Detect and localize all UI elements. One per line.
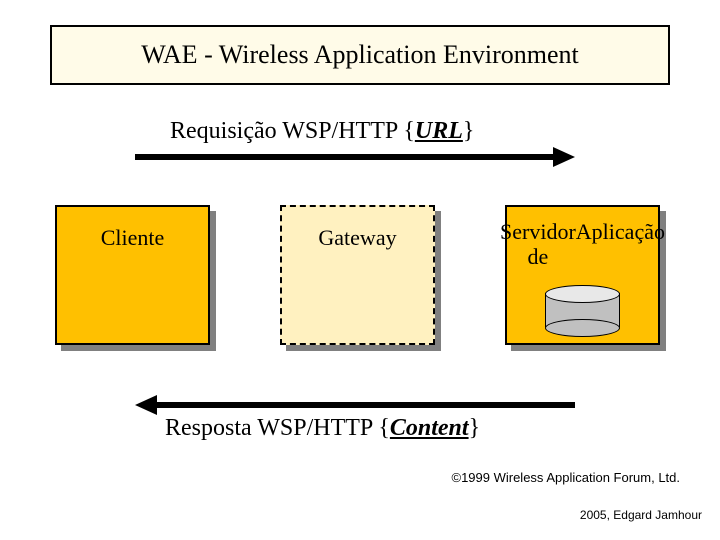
title-box: WAE - Wireless Application Environment <box>50 25 670 85</box>
request-prefix: Requisição WSP/HTTP { <box>170 118 415 144</box>
arrow-shaft <box>155 402 575 408</box>
client-node: Cliente <box>55 205 210 345</box>
client-label: Cliente <box>101 225 165 251</box>
request-suffix: } <box>463 118 475 144</box>
arrow-shaft <box>135 154 555 160</box>
arrow-head-right-icon <box>553 147 575 167</box>
request-param: URL <box>415 118 463 144</box>
response-prefix: Resposta WSP/HTTP { <box>165 415 390 441</box>
server-label-line2: Aplicação <box>576 219 665 244</box>
response-param: Content <box>390 415 469 441</box>
copyright-text: ©1999 Wireless Application Forum, Ltd. <box>451 470 680 485</box>
arrow-response <box>135 398 575 412</box>
gateway-label: Gateway <box>318 225 396 251</box>
cylinder-top <box>545 285 620 303</box>
gateway-node: Gateway <box>280 205 435 345</box>
request-label: Requisição WSP/HTTP {URL} <box>170 118 474 145</box>
response-label: Resposta WSP/HTTP {Content} <box>165 415 480 442</box>
client-face: Cliente <box>55 205 210 345</box>
cylinder-bottom <box>545 319 620 337</box>
arrow-head-left-icon <box>135 395 157 415</box>
title-text: WAE - Wireless Application Environment <box>141 40 579 70</box>
response-suffix: } <box>469 415 481 441</box>
footer-text: 2005, Edgard Jamhour <box>580 508 702 522</box>
arrow-request <box>135 150 575 164</box>
server-label-line1: Servidor de <box>500 219 576 270</box>
gateway-face: Gateway <box>280 205 435 345</box>
database-icon <box>545 285 620 335</box>
